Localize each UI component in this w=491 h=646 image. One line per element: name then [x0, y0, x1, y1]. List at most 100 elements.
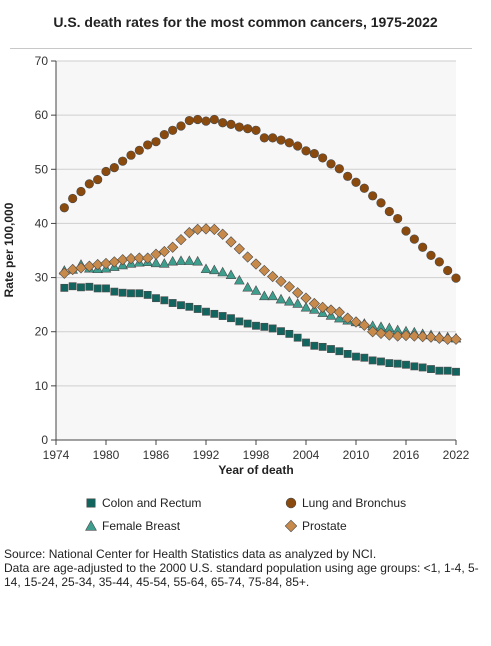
y-tick-label: 0 — [41, 433, 48, 447]
data-point-lung-and-bronchus — [101, 166, 111, 177]
series-colon-and-rectum — [60, 282, 460, 376]
data-point-female-breast — [275, 293, 287, 304]
data-point-colon-and-rectum — [293, 333, 302, 342]
data-point-colon-and-rectum — [218, 312, 227, 320]
data-point-lung-and-bronchus — [226, 119, 236, 129]
data-point-lung-and-bronchus — [426, 250, 436, 260]
data-point-prostate — [225, 236, 237, 248]
method-note: Data are age-adjusted to the 2000 U.S. s… — [4, 561, 479, 589]
legend-label: Lung and Bronchus — [302, 496, 406, 510]
data-point-colon-and-rectum — [143, 290, 152, 299]
data-point-lung-and-bronchus — [434, 257, 444, 267]
data-point-prostate — [208, 223, 220, 236]
data-point-female-breast — [242, 281, 253, 292]
data-point-lung-and-bronchus — [368, 191, 378, 201]
legend-label: Colon and Rectum — [102, 496, 201, 510]
legend-label: Female Breast — [102, 519, 181, 533]
data-point-lung-and-bronchus — [309, 148, 319, 159]
x-tick-label: 2022 — [443, 448, 470, 462]
data-point-colon-and-rectum — [368, 356, 377, 365]
data-point-colon-and-rectum — [243, 319, 252, 328]
data-series — [58, 114, 462, 376]
legend-item-prostate: Prostate — [284, 519, 347, 533]
data-point-lung-and-bronchus — [134, 145, 144, 155]
data-point-prostate — [417, 330, 429, 343]
data-point-prostate — [217, 228, 229, 240]
data-point-lung-and-bronchus — [418, 242, 428, 252]
data-point-prostate — [250, 258, 262, 270]
data-point-lung-and-bronchus — [93, 174, 103, 185]
data-point-lung-and-bronchus — [218, 118, 228, 128]
data-point-lung-and-bronchus — [251, 125, 261, 135]
data-point-colon-and-rectum — [452, 367, 460, 376]
title-divider — [10, 48, 472, 49]
data-point-lung-and-bronchus — [151, 137, 161, 147]
data-point-lung-and-bronchus — [201, 116, 211, 126]
data-point-female-breast — [225, 269, 237, 280]
data-point-prostate — [433, 332, 445, 344]
data-point-colon-and-rectum — [160, 296, 169, 305]
plot-background — [56, 61, 456, 440]
data-point-colon-and-rectum — [260, 322, 269, 331]
data-point-colon-and-rectum — [385, 359, 394, 368]
y-tick-label: 10 — [35, 379, 49, 393]
data-point-female-breast — [150, 257, 162, 268]
data-point-female-breast — [167, 255, 178, 266]
x-axis-label: Year of death — [218, 463, 293, 477]
data-point-colon-and-rectum — [193, 305, 202, 313]
data-point-colon-and-rectum — [277, 327, 285, 336]
data-point-colon-and-rectum — [252, 321, 260, 330]
data-point-lung-and-bronchus — [209, 114, 219, 125]
data-point-colon-and-rectum — [393, 359, 402, 368]
y-tick-label: 20 — [35, 325, 49, 339]
legend-item-lung-and-bronchus: Lung and Bronchus — [285, 496, 406, 510]
data-point-lung-and-bronchus — [318, 153, 328, 163]
legend-label: Prostate — [302, 519, 347, 533]
data-point-prostate — [375, 327, 387, 339]
data-point-lung-and-bronchus — [268, 133, 278, 143]
data-point-female-breast — [250, 285, 262, 295]
data-point-prostate — [233, 243, 245, 255]
x-tick-label: 2016 — [393, 448, 420, 462]
y-tick-label: 60 — [35, 108, 49, 122]
data-point-colon-and-rectum — [352, 352, 360, 361]
gridlines — [56, 60, 456, 387]
data-point-lung-and-bronchus — [184, 115, 194, 126]
data-point-colon-and-rectum — [427, 365, 435, 373]
footnote: Source: National Center for Health Stati… — [4, 547, 488, 589]
data-point-lung-and-bronchus — [143, 140, 153, 150]
data-point-colon-and-rectum — [418, 363, 427, 372]
data-point-lung-and-bronchus — [293, 141, 303, 151]
legend-marker — [85, 519, 97, 531]
data-point-colon-and-rectum — [335, 347, 344, 356]
data-point-colon-and-rectum — [443, 366, 452, 375]
data-point-lung-and-bronchus — [384, 206, 394, 217]
data-point-lung-and-bronchus — [301, 146, 311, 156]
source-note: Source: National Center for Health Stati… — [4, 547, 377, 561]
data-point-prostate — [283, 281, 295, 293]
data-point-colon-and-rectum — [110, 287, 119, 296]
data-point-colon-and-rectum — [102, 284, 110, 293]
data-point-colon-and-rectum — [135, 289, 144, 298]
data-point-prostate — [408, 330, 420, 342]
data-point-lung-and-bronchus — [409, 234, 419, 244]
data-point-colon-and-rectum — [343, 350, 352, 358]
data-point-lung-and-bronchus — [326, 159, 336, 169]
data-point-colon-and-rectum — [210, 309, 219, 318]
data-point-prostate — [333, 306, 345, 318]
data-point-prostate — [183, 227, 195, 239]
data-point-prostate — [308, 297, 320, 310]
data-point-colon-and-rectum — [60, 283, 69, 292]
data-point-prostate — [300, 292, 312, 304]
data-point-prostate — [58, 267, 70, 279]
data-point-female-breast — [259, 290, 270, 301]
data-point-colon-and-rectum — [227, 314, 235, 323]
data-point-female-breast — [175, 255, 187, 265]
data-point-lung-and-bronchus — [68, 193, 78, 204]
x-tick-label: 1998 — [243, 448, 270, 462]
data-point-prostate — [267, 270, 279, 283]
data-point-prostate — [392, 330, 404, 342]
data-point-prostate — [125, 252, 137, 265]
data-point-lung-and-bronchus — [393, 213, 403, 224]
x-tick-label: 2010 — [343, 448, 370, 462]
